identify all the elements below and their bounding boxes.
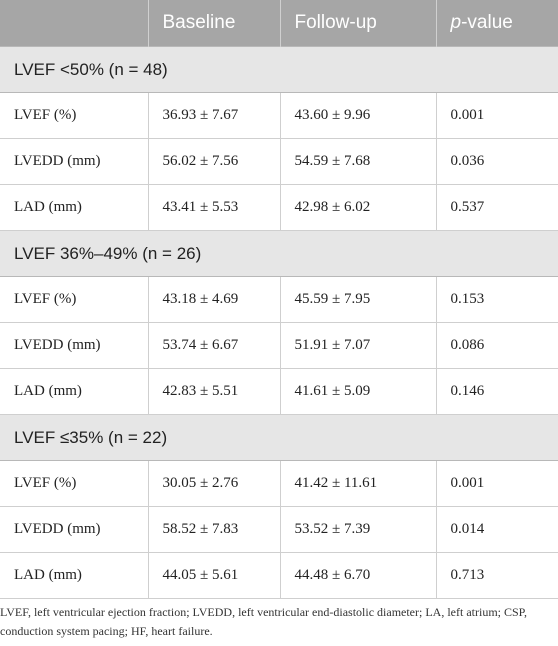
table-row: LVEF (%) 30.05 ± 2.76 41.42 ± 11.61 0.00… — [0, 460, 558, 507]
baseline-value: 56.02 ± 7.56 — [148, 138, 281, 185]
row-label: LVEF (%) — [0, 276, 149, 323]
follow-up-value: 44.48 ± 6.70 — [280, 552, 437, 599]
group-header-row: LVEF 36%–49% (n = 26) — [0, 230, 558, 277]
follow-up-value: 42.98 ± 6.02 — [280, 184, 437, 231]
follow-up-value: 45.59 ± 7.95 — [280, 276, 437, 323]
p-value: 0.036 — [436, 138, 558, 185]
row-label: LAD (mm) — [0, 552, 149, 599]
baseline-value: 58.52 ± 7.83 — [148, 506, 281, 553]
row-label: LAD (mm) — [0, 184, 149, 231]
p-value: 0.713 — [436, 552, 558, 599]
table-row: LAD (mm) 43.41 ± 5.53 42.98 ± 6.02 0.537 — [0, 184, 558, 231]
follow-up-value: 41.42 ± 11.61 — [280, 460, 437, 507]
p-value: 0.086 — [436, 322, 558, 369]
p-value: 0.537 — [436, 184, 558, 231]
baseline-value: 36.93 ± 7.67 — [148, 92, 281, 139]
row-label: LVEDD (mm) — [0, 506, 149, 553]
table-row: LVEDD (mm) 58.52 ± 7.83 53.52 ± 7.39 0.0… — [0, 506, 558, 553]
row-label: LVEDD (mm) — [0, 322, 149, 369]
group-header-row: LVEF ≤35% (n = 22) — [0, 414, 558, 461]
group-header-row: LVEF <50% (n = 48) — [0, 46, 558, 93]
p-value: 0.014 — [436, 506, 558, 553]
baseline-value: 44.05 ± 5.61 — [148, 552, 281, 599]
group-title: LVEF <50% (n = 48) — [0, 46, 558, 93]
p-italic: p — [450, 12, 462, 33]
p-value: 0.153 — [436, 276, 558, 323]
p-suffix: -value — [461, 12, 513, 33]
row-label: LVEF (%) — [0, 460, 149, 507]
follow-up-value: 54.59 ± 7.68 — [280, 138, 437, 185]
follow-up-value: 41.61 ± 5.09 — [280, 368, 437, 415]
table-row: LVEDD (mm) 53.74 ± 6.67 51.91 ± 7.07 0.0… — [0, 322, 558, 369]
header-follow-up: Follow-up — [280, 0, 437, 47]
p-value: 0.001 — [436, 92, 558, 139]
header-baseline: Baseline — [148, 0, 281, 47]
results-table: Baseline Follow-up p-value LVEF <50% (n … — [0, 0, 558, 599]
baseline-value: 43.18 ± 4.69 — [148, 276, 281, 323]
row-label: LAD (mm) — [0, 368, 149, 415]
follow-up-value: 43.60 ± 9.96 — [280, 92, 437, 139]
header-p-value: p-value — [436, 0, 558, 47]
table-row: LVEF (%) 43.18 ± 4.69 45.59 ± 7.95 0.153 — [0, 276, 558, 323]
group-title: LVEF 36%–49% (n = 26) — [0, 230, 558, 277]
p-value: 0.001 — [436, 460, 558, 507]
p-value: 0.146 — [436, 368, 558, 415]
baseline-value: 43.41 ± 5.53 — [148, 184, 281, 231]
row-label: LVEDD (mm) — [0, 138, 149, 185]
table-row: LVEF (%) 36.93 ± 7.67 43.60 ± 9.96 0.001 — [0, 92, 558, 139]
header-empty — [0, 0, 149, 47]
table-row: LAD (mm) 42.83 ± 5.51 41.61 ± 5.09 0.146 — [0, 368, 558, 415]
follow-up-value: 51.91 ± 7.07 — [280, 322, 437, 369]
row-label: LVEF (%) — [0, 92, 149, 139]
table-row: LVEDD (mm) 56.02 ± 7.56 54.59 ± 7.68 0.0… — [0, 138, 558, 185]
baseline-value: 53.74 ± 6.67 — [148, 322, 281, 369]
follow-up-value: 53.52 ± 7.39 — [280, 506, 437, 553]
table-row: LAD (mm) 44.05 ± 5.61 44.48 ± 6.70 0.713 — [0, 552, 558, 599]
group-title: LVEF ≤35% (n = 22) — [0, 414, 558, 461]
baseline-value: 42.83 ± 5.51 — [148, 368, 281, 415]
header-row: Baseline Follow-up p-value — [0, 0, 558, 47]
baseline-value: 30.05 ± 2.76 — [148, 460, 281, 507]
table-footnote: LVEF, left ventricular ejection fraction… — [0, 605, 528, 638]
